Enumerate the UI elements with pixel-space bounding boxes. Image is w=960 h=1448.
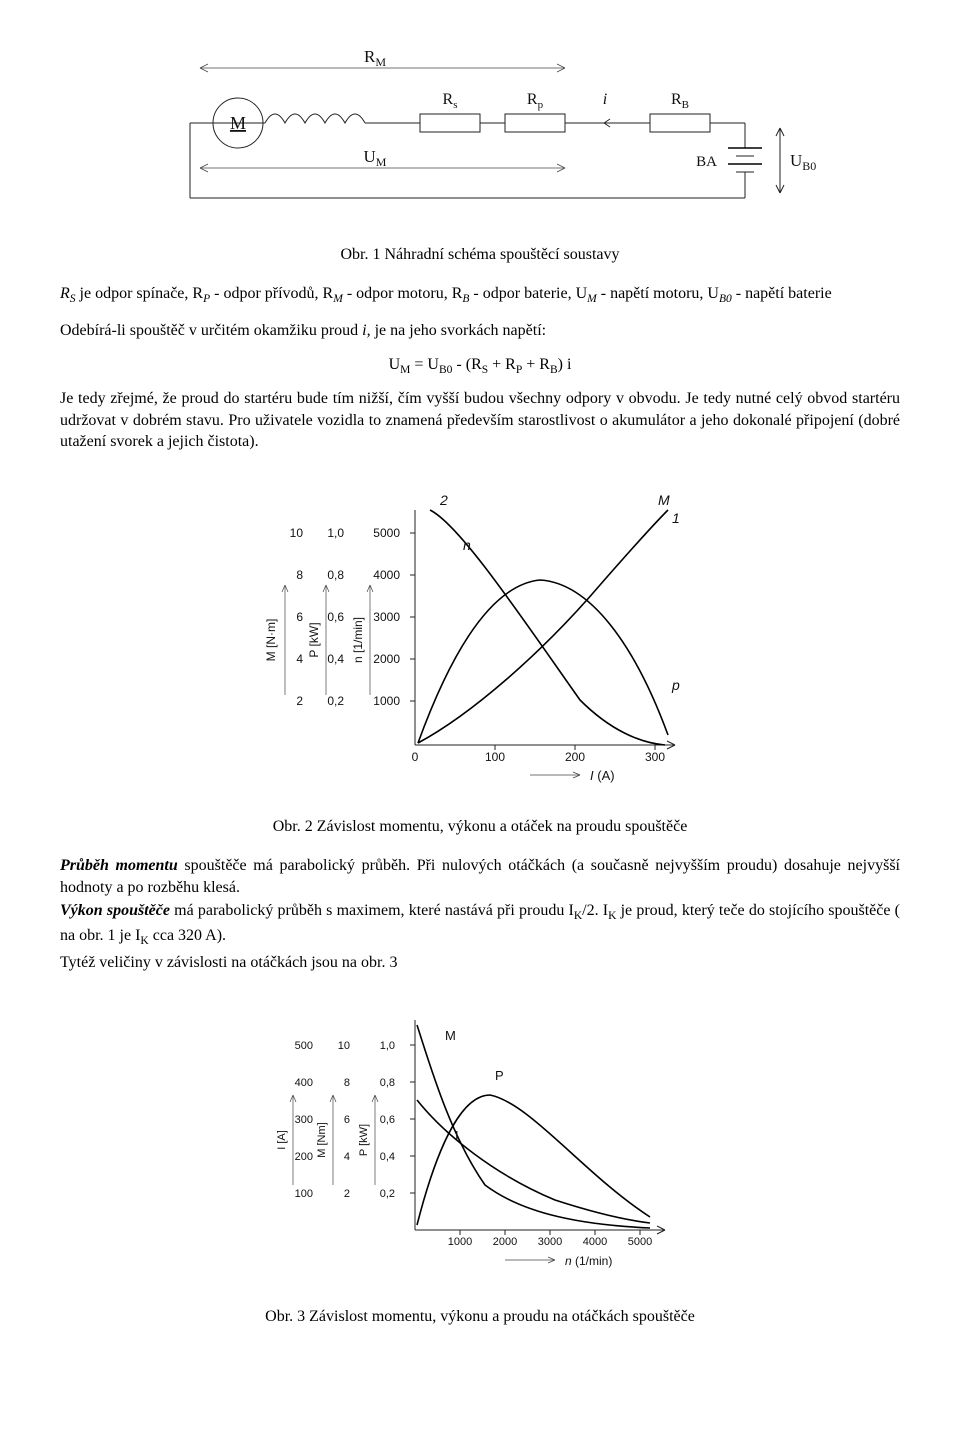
svg-text:RB: RB <box>671 91 689 111</box>
para-2: Je tedy zřejmé, že proud do startéru bud… <box>60 388 900 453</box>
svg-text:4000: 4000 <box>373 568 400 582</box>
svg-text:p: p <box>671 677 680 693</box>
svg-text:P: P <box>495 1068 504 1083</box>
svg-text:0,6: 0,6 <box>327 610 344 624</box>
svg-text:2000: 2000 <box>373 652 400 666</box>
figure-2: 2 4 6 8 10 0,2 0,4 0,6 0,8 1,0 1000 2000… <box>60 465 900 802</box>
svg-text:6: 6 <box>344 1114 350 1126</box>
svg-text:400: 400 <box>295 1077 313 1089</box>
svg-text:3000: 3000 <box>373 610 400 624</box>
svg-text:Rs: Rs <box>443 91 458 111</box>
svg-text:2: 2 <box>439 492 448 508</box>
svg-text:2000: 2000 <box>493 1236 517 1248</box>
svg-text:M: M <box>658 492 670 508</box>
svg-text:I (A): I (A) <box>590 768 615 783</box>
svg-text:8: 8 <box>344 1077 350 1089</box>
definitions-paragraph: RS je odpor spínače, RP - odpor přívodů,… <box>60 283 900 308</box>
svg-text:1,0: 1,0 <box>380 1040 395 1052</box>
svg-text:4: 4 <box>344 1151 350 1163</box>
figure-1: M UB0 RM UM Rs Rp i RB BA <box>60 38 900 230</box>
svg-text:100: 100 <box>485 750 505 764</box>
svg-text:5000: 5000 <box>373 526 400 540</box>
svg-text:200: 200 <box>295 1151 313 1163</box>
svg-text:M [N·m]: M [N·m] <box>264 619 278 662</box>
svg-text:0,2: 0,2 <box>380 1188 395 1200</box>
svg-text:RM: RM <box>364 47 386 69</box>
figure-3-caption: Obr. 3 Závislost momentu, výkonu a proud… <box>60 1306 900 1328</box>
svg-text:10: 10 <box>290 526 304 540</box>
svg-text:6: 6 <box>296 610 303 624</box>
svg-text:M: M <box>445 1028 456 1043</box>
chart-current: 2 4 6 8 10 0,2 0,4 0,6 0,8 1,0 1000 2000… <box>240 465 720 795</box>
svg-text:M: M <box>230 113 246 133</box>
circuit-diagram: M UB0 RM UM Rs Rp i RB BA <box>120 38 840 223</box>
svg-text:100: 100 <box>295 1188 313 1200</box>
svg-text:5000: 5000 <box>628 1236 652 1248</box>
svg-text:Rp: Rp <box>527 91 544 111</box>
svg-text:M [Nm]: M [Nm] <box>316 1123 328 1158</box>
svg-text:n [1/min]: n [1/min] <box>351 617 365 663</box>
svg-text:0,8: 0,8 <box>327 568 344 582</box>
svg-text:n (1/min): n (1/min) <box>565 1254 612 1268</box>
svg-text:BA: BA <box>696 154 717 170</box>
para-3a: Průběh momentu spouštěče má parabolický … <box>60 855 900 898</box>
svg-text:P [kW]: P [kW] <box>358 1124 370 1156</box>
svg-text:I: I <box>455 1128 459 1143</box>
svg-text:4: 4 <box>296 652 303 666</box>
svg-text:4000: 4000 <box>583 1236 607 1248</box>
svg-text:P [kW]: P [kW] <box>307 622 321 657</box>
svg-text:n: n <box>463 537 471 553</box>
svg-text:UM: UM <box>364 147 387 169</box>
svg-text:0,4: 0,4 <box>380 1151 395 1163</box>
svg-text:0,8: 0,8 <box>380 1077 395 1089</box>
svg-text:1: 1 <box>672 510 680 526</box>
svg-text:0,6: 0,6 <box>380 1114 395 1126</box>
svg-text:2: 2 <box>344 1188 350 1200</box>
svg-text:1000: 1000 <box>448 1236 472 1248</box>
svg-text:0,2: 0,2 <box>327 694 344 708</box>
svg-text:1,0: 1,0 <box>327 526 344 540</box>
svg-text:1000: 1000 <box>373 694 400 708</box>
svg-text:3000: 3000 <box>538 1236 562 1248</box>
figure-3: 100 200 300 400 500 2 4 6 8 10 0,2 0,4 0… <box>60 985 900 1292</box>
svg-text:8: 8 <box>296 568 303 582</box>
svg-text:500: 500 <box>295 1040 313 1052</box>
svg-text:10: 10 <box>338 1040 350 1052</box>
svg-text:200: 200 <box>565 750 585 764</box>
svg-text:0,4: 0,4 <box>327 652 344 666</box>
equation: UM = UB0 - (RS + RP + RB) i <box>60 354 900 379</box>
para-1: Odebírá-li spouštěč v určitém okamžiku p… <box>60 320 900 342</box>
para-3b: Výkon spouštěče má parabolický průběh s … <box>60 900 900 949</box>
figure-2-caption: Obr. 2 Závislost momentu, výkonu a otáče… <box>60 816 900 838</box>
svg-text:300: 300 <box>645 750 665 764</box>
figure-1-caption: Obr. 1 Náhradní schéma spouštěcí soustav… <box>60 244 900 266</box>
para-3c: Tytéž veličiny v závislosti na otáčkách … <box>60 952 900 974</box>
svg-text:i: i <box>603 91 607 108</box>
svg-text:2: 2 <box>296 694 303 708</box>
svg-text:300: 300 <box>295 1114 313 1126</box>
svg-text:I [A]: I [A] <box>276 1131 288 1151</box>
svg-text:0: 0 <box>412 750 419 764</box>
svg-text:UB0: UB0 <box>790 151 816 173</box>
chart-speed: 100 200 300 400 500 2 4 6 8 10 0,2 0,4 0… <box>255 985 705 1285</box>
